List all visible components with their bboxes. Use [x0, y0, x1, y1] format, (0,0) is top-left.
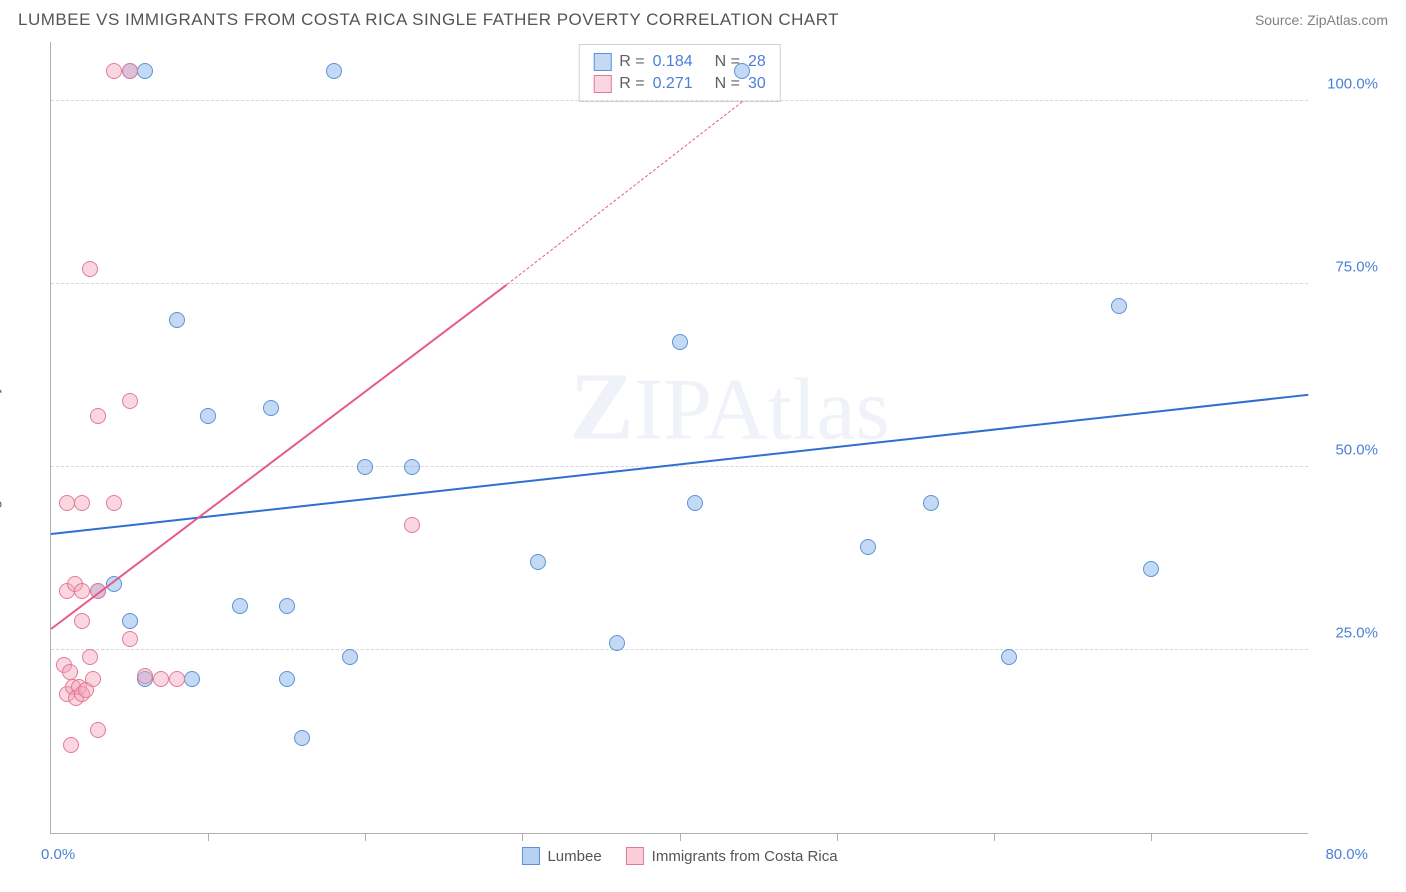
data-point [326, 63, 342, 79]
data-point [1001, 649, 1017, 665]
gridline [51, 100, 1308, 101]
trendline [506, 101, 742, 285]
data-point [200, 408, 216, 424]
source-attribution: Source: ZipAtlas.com [1255, 12, 1388, 28]
data-point [279, 598, 295, 614]
x-tick [522, 833, 523, 841]
gridline [51, 283, 1308, 284]
y-tick-label: 75.0% [1335, 258, 1378, 275]
chart-header: LUMBEE VS IMMIGRANTS FROM COSTA RICA SIN… [0, 0, 1406, 36]
data-point [342, 649, 358, 665]
data-point [122, 613, 138, 629]
data-point [63, 737, 79, 753]
data-point [169, 312, 185, 328]
n-value: 28 [748, 53, 766, 71]
y-tick-label: 100.0% [1327, 75, 1378, 92]
data-point [137, 668, 153, 684]
data-point [90, 722, 106, 738]
data-point [279, 671, 295, 687]
r-value: 0.184 [653, 53, 693, 71]
plot-area: ZIPAtlas R = 0.184N = 28R = 0.271N = 30 … [50, 42, 1308, 834]
n-value: 30 [748, 75, 766, 93]
data-point [860, 539, 876, 555]
data-point [85, 671, 101, 687]
data-point [106, 63, 122, 79]
data-point [687, 495, 703, 511]
data-point [169, 671, 185, 687]
series-swatch [593, 75, 611, 93]
y-tick-label: 25.0% [1335, 624, 1378, 641]
legend-item: Lumbee [521, 847, 601, 865]
data-point [672, 334, 688, 350]
x-tick [994, 833, 995, 841]
x-min-label: 0.0% [41, 846, 75, 863]
chart-title: LUMBEE VS IMMIGRANTS FROM COSTA RICA SIN… [18, 10, 839, 30]
y-tick-label: 50.0% [1335, 441, 1378, 458]
y-axis-title: Single Father Poverty [0, 386, 3, 530]
data-point [74, 613, 90, 629]
data-point [137, 63, 153, 79]
data-point [404, 517, 420, 533]
legend-label: Lumbee [547, 848, 601, 865]
data-point [357, 459, 373, 475]
trendline [50, 284, 507, 630]
data-point [122, 393, 138, 409]
chart-container: Single Father Poverty ZIPAtlas R = 0.184… [18, 42, 1388, 874]
gridline [51, 649, 1308, 650]
gridline [51, 466, 1308, 467]
n-label: N = [715, 75, 740, 93]
data-point [1143, 561, 1159, 577]
data-point [82, 261, 98, 277]
data-point [90, 408, 106, 424]
r-label: R = [619, 75, 644, 93]
data-point [609, 635, 625, 651]
data-point [184, 671, 200, 687]
data-point [232, 598, 248, 614]
data-point [1111, 298, 1127, 314]
x-tick [680, 833, 681, 841]
data-point [734, 63, 750, 79]
source-prefix: Source: [1255, 12, 1307, 28]
series-swatch [593, 53, 611, 71]
source-name: ZipAtlas.com [1307, 12, 1388, 28]
data-point [62, 664, 78, 680]
x-tick [208, 833, 209, 841]
legend-swatch [626, 847, 644, 865]
r-value: 0.271 [653, 75, 693, 93]
data-point [74, 495, 90, 511]
data-point [294, 730, 310, 746]
data-point [923, 495, 939, 511]
legend-item: Immigrants from Costa Rica [626, 847, 838, 865]
legend: Lumbee Immigrants from Costa Rica [521, 847, 837, 865]
data-point [59, 495, 75, 511]
data-point [153, 671, 169, 687]
correlation-stat-box: R = 0.184N = 28R = 0.271N = 30 [578, 44, 781, 102]
x-tick [365, 833, 366, 841]
x-tick [1151, 833, 1152, 841]
data-point [263, 400, 279, 416]
data-point [404, 459, 420, 475]
data-point [106, 495, 122, 511]
x-max-label: 80.0% [1325, 846, 1368, 863]
legend-swatch [521, 847, 539, 865]
r-label: R = [619, 53, 644, 71]
x-tick [837, 833, 838, 841]
legend-label: Immigrants from Costa Rica [652, 848, 838, 865]
data-point [122, 631, 138, 647]
data-point [82, 649, 98, 665]
data-point [122, 63, 138, 79]
data-point [530, 554, 546, 570]
data-point [74, 583, 90, 599]
trendline [51, 394, 1308, 535]
